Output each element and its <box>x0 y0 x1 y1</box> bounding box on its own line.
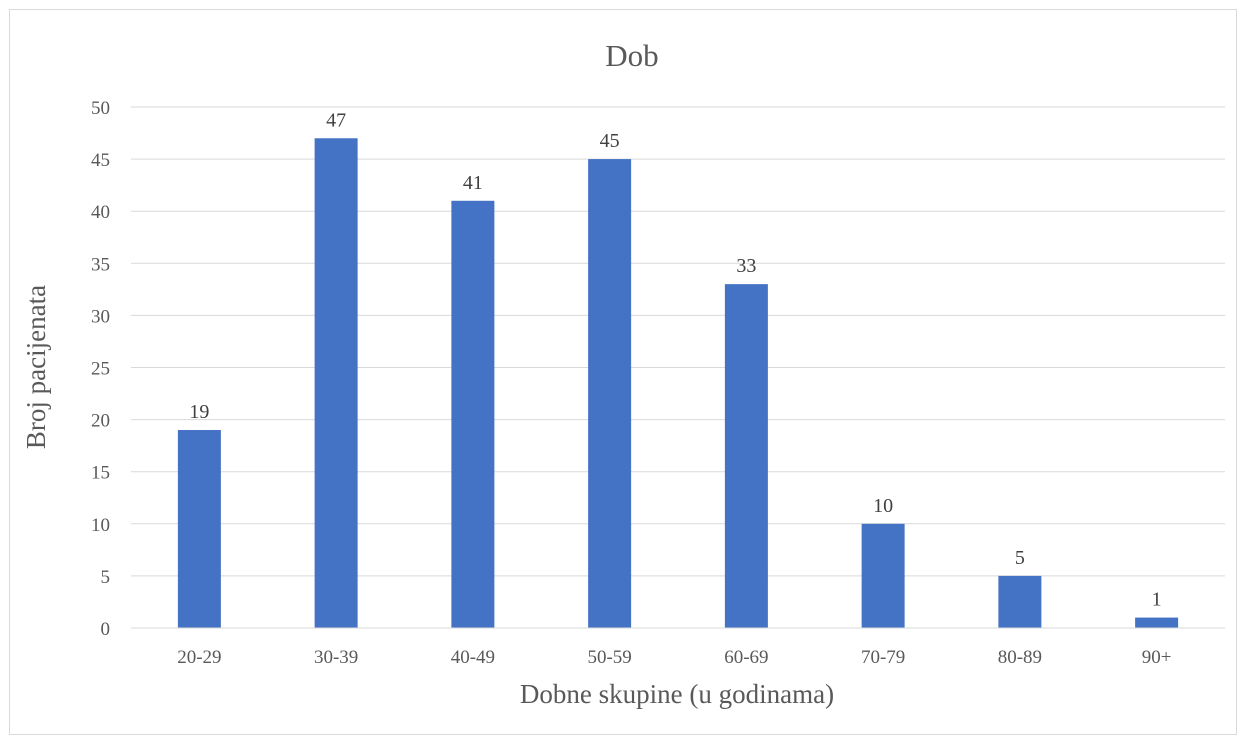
data-label: 45 <box>600 130 620 152</box>
x-tick-label: 80-89 <box>998 647 1042 668</box>
bar <box>177 430 221 628</box>
y-tick-label: 40 <box>91 202 110 223</box>
x-tick-label: 50-59 <box>587 647 631 668</box>
x-tick-label: 70-79 <box>861 647 905 668</box>
data-label: 41 <box>463 172 483 194</box>
bar <box>724 284 768 628</box>
x-tick-label: 60-69 <box>724 647 768 668</box>
y-tick-label: 20 <box>91 411 110 432</box>
y-tick-label: 10 <box>91 515 110 536</box>
chart-title: Dob <box>605 38 658 73</box>
gridlines <box>131 106 1225 577</box>
data-label: 33 <box>736 255 756 277</box>
bar <box>314 138 358 628</box>
data-labels: 19 47 41 45 33 10 5 1 <box>189 109 1161 610</box>
y-tick-label: 45 <box>91 150 110 171</box>
bar <box>861 523 905 628</box>
x-axis-title: Dobne skupine (u godinama) <box>520 679 834 709</box>
y-axis-ticks: 0 5 10 15 20 25 30 35 40 45 50 <box>91 98 110 640</box>
bar <box>1135 617 1179 628</box>
y-tick-label: 5 <box>101 567 111 588</box>
data-label: 10 <box>873 495 893 517</box>
bars <box>177 138 1179 628</box>
x-tick-label: 30-39 <box>314 647 358 668</box>
x-tick-label: 90+ <box>1142 647 1172 668</box>
x-tick-label: 40-49 <box>451 647 495 668</box>
y-tick-label: 35 <box>91 254 110 275</box>
y-tick-label: 30 <box>91 306 110 327</box>
data-label: 47 <box>326 109 346 131</box>
y-axis-title: Broj pacijenata <box>21 285 51 449</box>
y-tick-label: 0 <box>101 619 111 640</box>
bar <box>998 575 1042 628</box>
data-label: 19 <box>189 401 209 423</box>
bar <box>588 159 632 628</box>
bar <box>451 200 495 628</box>
x-axis-ticks: 20-29 30-39 40-49 50-59 60-69 70-79 80-89 90+ <box>177 647 1171 668</box>
data-label: 5 <box>1015 547 1025 569</box>
y-tick-label: 15 <box>91 463 110 484</box>
y-tick-label: 25 <box>91 359 110 380</box>
data-label: 1 <box>1152 589 1162 611</box>
y-tick-label: 50 <box>91 98 110 119</box>
x-tick-label: 20-29 <box>177 647 221 668</box>
